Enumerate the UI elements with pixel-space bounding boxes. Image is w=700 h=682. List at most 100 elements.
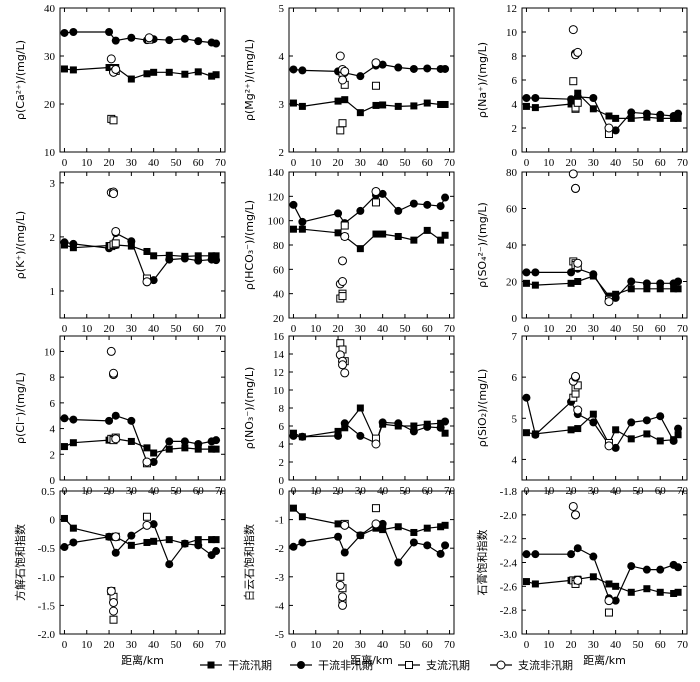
x-tick-label: 40 (148, 639, 160, 651)
data-point (212, 436, 221, 445)
data-point (289, 542, 298, 551)
data-point (289, 504, 297, 512)
x-tick-label: 50 (632, 157, 644, 169)
y-tick-label: -2.4 (500, 558, 518, 570)
data-point (423, 422, 432, 431)
x-tick-label: 40 (377, 323, 389, 335)
series-line (64, 31, 217, 45)
data-point (180, 437, 189, 446)
legend-label: 支流非汛期 (518, 658, 573, 672)
series-干流汛期 (522, 573, 682, 597)
data-point (522, 578, 530, 586)
y-axis-label: 方解石饱和指数 (13, 524, 27, 601)
data-point (208, 536, 216, 544)
data-point (656, 110, 665, 119)
data-point (60, 28, 69, 37)
series-line (293, 99, 446, 114)
data-point (394, 558, 403, 567)
series-line (526, 547, 679, 602)
data-point (568, 501, 578, 511)
data-point (127, 75, 135, 83)
data-point (378, 519, 387, 528)
data-point (334, 209, 343, 218)
data-point (150, 68, 158, 76)
data-point (298, 217, 307, 226)
data-point (127, 416, 136, 425)
panel-8: 0246810121416010203040506070ρ(NO₃⁻)/(mg/… (243, 331, 456, 497)
data-point (394, 232, 402, 240)
data-point (111, 36, 120, 45)
data-point (335, 580, 345, 590)
data-point (423, 524, 431, 532)
y-tick-label: 5 (512, 413, 518, 425)
data-point (642, 416, 651, 425)
legend-item: 干流汛期 (200, 658, 272, 672)
data-point (410, 236, 418, 244)
data-point (298, 66, 307, 75)
data-point (338, 277, 348, 286)
data-point (111, 239, 120, 248)
data-point (423, 64, 432, 73)
data-point (69, 66, 77, 74)
x-tick-label: 70 (215, 157, 227, 169)
plot-frame (521, 335, 688, 481)
x-tick-label: 10 (81, 323, 93, 335)
y-tick-label: 20 (273, 313, 285, 325)
data-point (409, 64, 418, 73)
y-tick-label: 14 (273, 349, 285, 361)
data-point (127, 531, 136, 540)
x-tick-label: 30 (355, 639, 367, 651)
data-point (604, 441, 614, 451)
data-point (289, 65, 298, 74)
panel-5: 20 40 60 80 100 120 140 0 10 20 30 40 50 60 70 ρ(HCO₃⁻)… (243, 167, 456, 335)
series-支流汛期 (336, 198, 380, 303)
y-tick-label: 3 (279, 99, 285, 111)
y-tick-label: 6 (279, 421, 285, 433)
data-point (340, 221, 349, 230)
y-tick-label: 12 (506, 3, 517, 15)
x-axis-label: 距离/km (583, 653, 626, 667)
data-point (340, 66, 350, 76)
data-point (441, 541, 450, 550)
series-干流汛期 (60, 435, 220, 457)
data-point (109, 598, 119, 608)
data-point (604, 123, 614, 133)
x-tick-label: 60 (193, 157, 205, 169)
x-tick-label: 60 (193, 323, 205, 335)
series-支流非汛期 (335, 51, 381, 85)
x-tick-label: 70 (444, 323, 456, 335)
x-tick-label: 0 (62, 639, 68, 651)
x-tick-label: 40 (610, 323, 622, 335)
y-tick-label: 40 (44, 3, 56, 15)
data-point (441, 193, 450, 202)
series-干流汛期 (60, 241, 220, 260)
y-tick-label: 5 (279, 3, 285, 15)
data-point (150, 252, 158, 260)
series-line (526, 413, 679, 446)
x-tick-label: 10 (543, 157, 555, 169)
data-point (109, 116, 118, 125)
x-tick-label: 0 (291, 323, 297, 335)
data-point (194, 541, 203, 550)
x-tick-label: 40 (148, 323, 160, 335)
y-tick-label: 4 (512, 454, 518, 466)
y-tick-label: 20 (506, 277, 518, 289)
data-point (298, 538, 307, 547)
data-point (338, 600, 348, 610)
series-支流非汛期 (568, 371, 614, 451)
data-point (568, 169, 578, 179)
y-tick-label: 40 (506, 240, 518, 252)
y-tick-label: 6 (512, 372, 518, 384)
y-tick-label: 10 (273, 385, 285, 397)
data-point (105, 532, 114, 541)
data-point (298, 432, 307, 441)
data-point (69, 415, 78, 424)
data-point (341, 96, 349, 104)
series-支流非汛期 (106, 187, 152, 287)
data-point (674, 563, 683, 572)
series-干流非汛期 (289, 189, 450, 228)
data-point (336, 572, 345, 581)
data-point (531, 430, 540, 439)
y-tick-label: 6 (50, 398, 56, 410)
data-point (149, 520, 158, 529)
